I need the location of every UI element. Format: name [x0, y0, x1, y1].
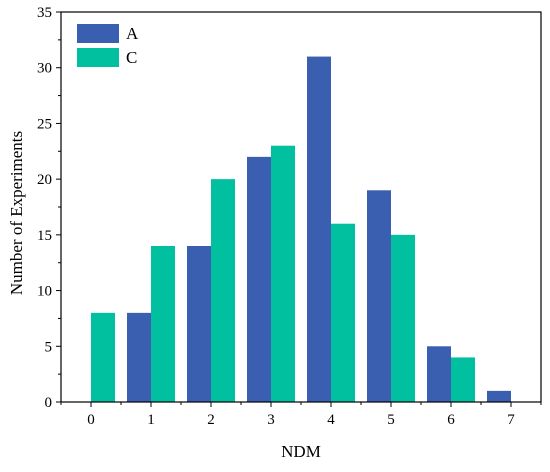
y-tick-label: 10	[37, 284, 52, 300]
y-tick-label: 30	[37, 61, 52, 77]
x-axis-title: NDM	[281, 442, 321, 461]
x-tick-label: 6	[447, 412, 455, 428]
legend-label-C: C	[126, 48, 137, 67]
bar-A-x5	[367, 190, 391, 402]
y-axis-title: Number of Experiments	[7, 131, 26, 295]
bar-C-x1	[151, 246, 175, 402]
y-tick-label: 25	[37, 116, 52, 132]
x-tick-label: 4	[327, 412, 335, 428]
bar-C-x5	[391, 234, 415, 402]
bar-C-x2	[211, 179, 235, 402]
x-tick-label: 5	[387, 412, 395, 428]
bar-A-x7	[487, 390, 511, 402]
bar-A-x2	[187, 246, 211, 402]
x-tick-label: 1	[147, 412, 155, 428]
y-tick-label: 35	[37, 5, 52, 21]
axes-layer: 0 5 10 15 20 25 30 35 0 1 2 3 4 5 6 7	[37, 5, 542, 428]
x-tick-label: 3	[267, 412, 275, 428]
legend-swatch-C	[77, 48, 119, 67]
bar-A-x1	[127, 312, 151, 402]
x-tick-label: 2	[207, 412, 215, 428]
bar-C-x6	[451, 357, 475, 402]
legend-label-A: A	[126, 24, 139, 43]
legend-swatch-A	[77, 24, 119, 43]
x-tick-label: 0	[87, 412, 95, 428]
y-tick-label: 15	[37, 228, 52, 244]
y-tick-label: 5	[45, 339, 53, 355]
bar-A-x6	[427, 346, 451, 402]
legend: AC	[77, 24, 139, 67]
y-tick-label: 20	[37, 172, 52, 188]
bar-C-x4	[331, 223, 355, 402]
x-tick-label: 7	[507, 412, 515, 428]
bar-A-x4	[307, 56, 331, 402]
bar-C-x3	[271, 145, 295, 402]
bar-A-x3	[247, 156, 271, 402]
bars-layer	[91, 56, 511, 402]
bar-C-x0	[91, 312, 115, 402]
y-tick-label: 0	[45, 395, 53, 411]
